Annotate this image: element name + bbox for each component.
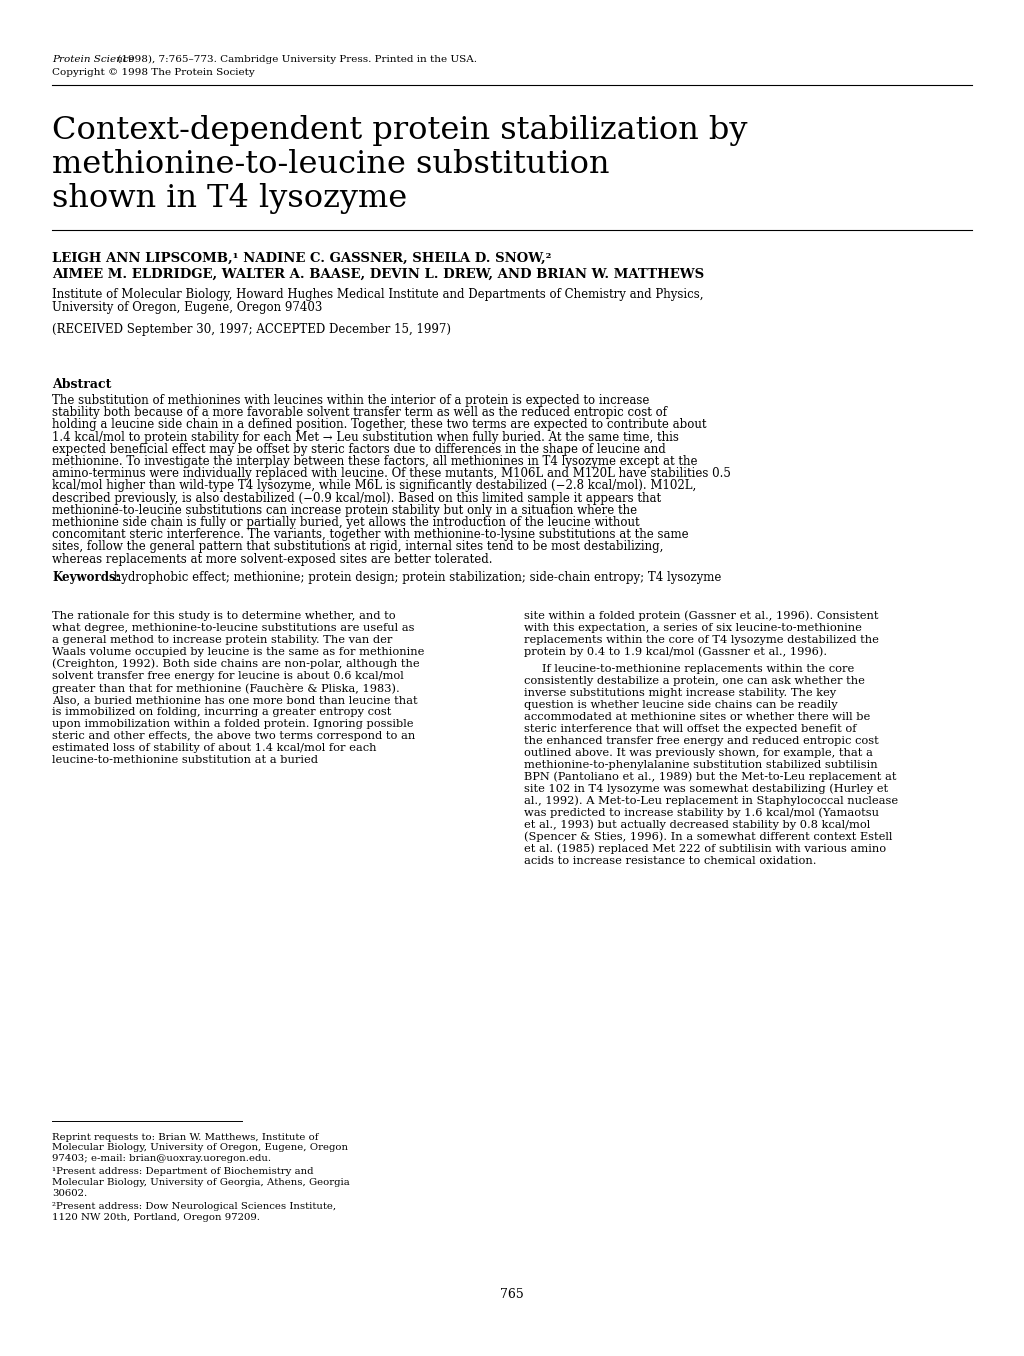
- Text: site within a folded protein (Gassner et al., 1996). Consistent: site within a folded protein (Gassner et…: [524, 610, 879, 621]
- Text: Protein Science: Protein Science: [52, 56, 134, 64]
- Text: question is whether leucine side chains can be readily: question is whether leucine side chains …: [524, 700, 838, 709]
- Text: (1998), 7:765–773. Cambridge University Press. Printed in the USA.: (1998), 7:765–773. Cambridge University …: [114, 56, 477, 64]
- Text: (Spencer & Sties, 1996). In a somewhat different context Estell: (Spencer & Sties, 1996). In a somewhat d…: [524, 831, 892, 842]
- Text: holding a leucine side chain in a defined position. Together, these two terms ar: holding a leucine side chain in a define…: [52, 419, 707, 431]
- Text: protein by 0.4 to 1.9 kcal/mol (Gassner et al., 1996).: protein by 0.4 to 1.9 kcal/mol (Gassner …: [524, 647, 827, 658]
- Text: outlined above. It was previously shown, for example, that a: outlined above. It was previously shown,…: [524, 747, 872, 758]
- Text: If leucine-to-methionine replacements within the core: If leucine-to-methionine replacements wi…: [542, 663, 854, 674]
- Text: 30602.: 30602.: [52, 1188, 87, 1197]
- Text: 765: 765: [500, 1288, 524, 1300]
- Text: stability both because of a more favorable solvent transfer term as well as the : stability both because of a more favorab…: [52, 407, 667, 419]
- Text: The rationale for this study is to determine whether, and to: The rationale for this study is to deter…: [52, 610, 395, 621]
- Text: methionine-to-phenylalanine substitution stabilized subtilisin: methionine-to-phenylalanine substitution…: [524, 759, 878, 770]
- Text: Waals volume occupied by leucine is the same as for methionine: Waals volume occupied by leucine is the …: [52, 647, 424, 656]
- Text: (RECEIVED September 30, 1997; ACCEPTED December 15, 1997): (RECEIVED September 30, 1997; ACCEPTED D…: [52, 323, 451, 336]
- Text: what degree, methionine-to-leucine substitutions are useful as: what degree, methionine-to-leucine subst…: [52, 622, 415, 633]
- Text: expected beneficial effect may be offset by steric factors due to differences in: expected beneficial effect may be offset…: [52, 443, 666, 456]
- Text: described previously, is also destabilized (−0.9 kcal/mol). Based on this limite: described previously, is also destabiliz…: [52, 492, 662, 504]
- Text: The substitution of methionines with leucines within the interior of a protein i: The substitution of methionines with leu…: [52, 395, 649, 407]
- Text: whereas replacements at more solvent-exposed sites are better tolerated.: whereas replacements at more solvent-exp…: [52, 553, 493, 565]
- Text: amino-terminus were individually replaced with leucine. Of these mutants, M106L : amino-terminus were individually replace…: [52, 468, 731, 480]
- Text: steric interference that will offset the expected benefit of: steric interference that will offset the…: [524, 724, 856, 734]
- Text: inverse substitutions might increase stability. The key: inverse substitutions might increase sta…: [524, 687, 837, 697]
- Text: LEIGH ANN LIPSCOMB,¹ NADINE C. GASSNER, SHEILA D. SNOW,²: LEIGH ANN LIPSCOMB,¹ NADINE C. GASSNER, …: [52, 252, 551, 264]
- Text: leucine-to-methionine substitution at a buried: leucine-to-methionine substitution at a …: [52, 755, 318, 765]
- Text: 97403; e-mail: brian@uoxray.uoregon.edu.: 97403; e-mail: brian@uoxray.uoregon.edu.: [52, 1154, 271, 1163]
- Text: upon immobilization within a folded protein. Ignoring possible: upon immobilization within a folded prot…: [52, 719, 414, 728]
- Text: accommodated at methionine sites or whether there will be: accommodated at methionine sites or whet…: [524, 712, 870, 721]
- Text: al., 1992). A Met-to-Leu replacement in Staphylococcal nuclease: al., 1992). A Met-to-Leu replacement in …: [524, 796, 898, 807]
- Text: methionine side chain is fully or partially buried, yet allows the introduction : methionine side chain is fully or partia…: [52, 517, 640, 529]
- Text: et al., 1993) but actually decreased stability by 0.8 kcal/mol: et al., 1993) but actually decreased sta…: [524, 819, 870, 830]
- Text: Reprint requests to: Brian W. Matthews, Institute of: Reprint requests to: Brian W. Matthews, …: [52, 1134, 318, 1142]
- Text: hydrophobic effect; methionine; protein design; protein stabilization; side-chai: hydrophobic effect; methionine; protein …: [110, 571, 721, 584]
- Text: et al. (1985) replaced Met 222 of subtilisin with various amino: et al. (1985) replaced Met 222 of subtil…: [524, 843, 886, 854]
- Text: methionine. To investigate the interplay between these factors, all methionines : methionine. To investigate the interplay…: [52, 456, 697, 468]
- Text: replacements within the core of T4 lysozyme destabilized the: replacements within the core of T4 lysoz…: [524, 635, 879, 645]
- Text: consistently destabilize a protein, one can ask whether the: consistently destabilize a protein, one …: [524, 675, 865, 686]
- Text: shown in T4 lysozyme: shown in T4 lysozyme: [52, 183, 408, 214]
- Text: is immobilized on folding, incurring a greater entropy cost: is immobilized on folding, incurring a g…: [52, 706, 391, 717]
- Text: was predicted to increase stability by 1.6 kcal/mol (Yamaotsu: was predicted to increase stability by 1…: [524, 808, 879, 818]
- Text: methionine-to-leucine substitution: methionine-to-leucine substitution: [52, 149, 609, 180]
- Text: 1.4 kcal/mol to protein stability for each Met → Leu substitution when fully bur: 1.4 kcal/mol to protein stability for ea…: [52, 431, 679, 443]
- Text: kcal/mol higher than wild-type T4 lysozyme, while M6L is significantly destabili: kcal/mol higher than wild-type T4 lysozy…: [52, 480, 696, 492]
- Text: Context-dependent protein stabilization by: Context-dependent protein stabilization …: [52, 115, 748, 146]
- Text: solvent transfer free energy for leucine is about 0.6 kcal/mol: solvent transfer free energy for leucine…: [52, 671, 403, 681]
- Text: Molecular Biology, University of Georgia, Athens, Georgia: Molecular Biology, University of Georgia…: [52, 1178, 350, 1186]
- Text: with this expectation, a series of six leucine-to-methionine: with this expectation, a series of six l…: [524, 622, 862, 633]
- Text: greater than that for methionine (Fauchère & Pliska, 1983).: greater than that for methionine (Fauchè…: [52, 683, 399, 694]
- Text: steric and other effects, the above two terms correspond to an: steric and other effects, the above two …: [52, 731, 416, 740]
- Text: Abstract: Abstract: [52, 378, 112, 391]
- Text: Molecular Biology, University of Oregon, Eugene, Oregon: Molecular Biology, University of Oregon,…: [52, 1143, 348, 1153]
- Text: Copyright © 1998 The Protein Society: Copyright © 1998 The Protein Society: [52, 68, 255, 77]
- Text: acids to increase resistance to chemical oxidation.: acids to increase resistance to chemical…: [524, 856, 816, 865]
- Text: (Creighton, 1992). Both side chains are non-polar, although the: (Creighton, 1992). Both side chains are …: [52, 659, 420, 670]
- Text: a general method to increase protein stability. The van der: a general method to increase protein sta…: [52, 635, 392, 645]
- Text: concomitant steric interference. The variants, together with methionine-to-lysin: concomitant steric interference. The var…: [52, 529, 688, 541]
- Text: BPN (Pantoliano et al., 1989) but the Met-to-Leu replacement at: BPN (Pantoliano et al., 1989) but the Me…: [524, 772, 896, 782]
- Text: Also, a buried methionine has one more bond than leucine that: Also, a buried methionine has one more b…: [52, 694, 418, 705]
- Text: ¹Present address: Department of Biochemistry and: ¹Present address: Department of Biochemi…: [52, 1168, 313, 1177]
- Text: Institute of Molecular Biology, Howard Hughes Medical Institute and Departments : Institute of Molecular Biology, Howard H…: [52, 287, 703, 301]
- Text: Keywords:: Keywords:: [52, 571, 120, 584]
- Text: University of Oregon, Eugene, Oregon 97403: University of Oregon, Eugene, Oregon 974…: [52, 301, 323, 315]
- Text: ²Present address: Dow Neurological Sciences Institute,: ²Present address: Dow Neurological Scien…: [52, 1201, 336, 1211]
- Text: 1120 NW 20th, Portland, Oregon 97209.: 1120 NW 20th, Portland, Oregon 97209.: [52, 1212, 260, 1222]
- Text: estimated loss of stability of about 1.4 kcal/mol for each: estimated loss of stability of about 1.4…: [52, 743, 377, 753]
- Text: AIMEE M. ELDRIDGE, WALTER A. BAASE, DEVIN L. DREW, AND BRIAN W. MATTHEWS: AIMEE M. ELDRIDGE, WALTER A. BAASE, DEVI…: [52, 268, 705, 281]
- Text: the enhanced transfer free energy and reduced entropic cost: the enhanced transfer free energy and re…: [524, 735, 879, 746]
- Text: sites, follow the general pattern that substitutions at rigid, internal sites te: sites, follow the general pattern that s…: [52, 541, 664, 553]
- Text: methionine-to-leucine substitutions can increase protein stability but only in a: methionine-to-leucine substitutions can …: [52, 504, 637, 517]
- Text: site 102 in T4 lysozyme was somewhat destabilizing (Hurley et: site 102 in T4 lysozyme was somewhat des…: [524, 784, 888, 795]
